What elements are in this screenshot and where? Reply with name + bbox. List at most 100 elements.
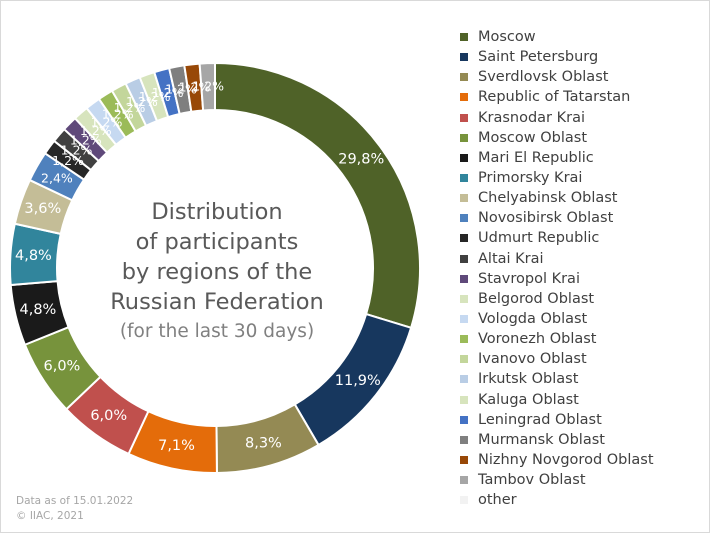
legend-label: Tambov Oblast: [478, 472, 586, 489]
legend-item-chelyabinsk-oblast: Chelyabinsk Oblast: [460, 188, 654, 208]
data-label-udmurt-republic: 1,2%: [52, 153, 84, 168]
slice-tambov-oblast: [198, 61, 216, 112]
legend-item-belgorod-oblast: Belgorod Oblast: [460, 289, 654, 309]
legend-item-altai-krai: Altai Krai: [460, 249, 654, 269]
legend-item-udmurt-republic: Udmurt Republic: [460, 228, 654, 248]
legend-item-saint-petersburg: Saint Petersburg: [460, 47, 654, 67]
data-label-republic-of-tatarstan: 7,1%: [158, 438, 195, 454]
data-label-primorsky-krai: 4,8%: [15, 248, 52, 264]
legend-label: Saint Petersburg: [478, 49, 599, 66]
legend-item-novosibirsk-oblast: Novosibirsk Oblast: [460, 208, 654, 228]
data-label-leningrad-oblast: 1,2%: [152, 85, 184, 100]
legend-label: Mari El Republic: [478, 149, 594, 166]
legend-label: Irkutsk Oblast: [478, 371, 579, 388]
legend-swatch: [460, 395, 468, 404]
legend-item-moscow-oblast: Moscow Oblast: [460, 128, 654, 148]
legend-swatch: [460, 254, 468, 263]
title-line-2: of participants: [135, 229, 299, 255]
legend-item-voronezh-oblast: Voronezh Oblast: [460, 329, 654, 349]
legend-item-moscow: Moscow: [460, 27, 654, 47]
legend-item-primorsky-krai: Primorsky Krai: [460, 168, 654, 188]
legend-swatch: [460, 194, 468, 203]
legend-swatch: [460, 496, 468, 505]
legend-item-tambov-oblast: Tambov Oblast: [460, 470, 654, 490]
data-date-note: Data as of 15.01.2022: [16, 495, 134, 507]
data-label-nizhny-novgorod-oblast: 1,2%: [179, 80, 211, 95]
data-label-irkutsk-oblast: 1,2%: [126, 94, 158, 109]
legend-swatch: [460, 375, 468, 384]
legend-swatch: [460, 315, 468, 324]
data-label-kaluga-oblast: 1,2%: [139, 89, 171, 104]
legend-swatch: [460, 294, 468, 303]
legend-label: Voronezh Oblast: [478, 331, 597, 348]
data-label-stavropol-krai: 1,2%: [70, 132, 102, 147]
legend-swatch: [460, 214, 468, 223]
legend-item-stavropol-krai: Stavropol Krai: [460, 269, 654, 289]
legend-label: Chelyabinsk Oblast: [478, 190, 618, 207]
donut-chart: 29,8% 11,9% 8,3% 7,1% 6,0% 6,0% 4,8% 4,8% 3,6% 2,…: [9, 61, 421, 475]
legend-item-krasnodar-krai: Krasnodar Krai: [460, 108, 654, 128]
legend-swatch: [460, 133, 468, 142]
legend-label: Republic of Tatarstan: [478, 89, 631, 106]
data-label-saint-petersburg: 11,9%: [335, 373, 381, 389]
legend-swatch: [460, 456, 468, 465]
data-label-murmansk-oblast: 1,2%: [165, 82, 197, 97]
data-label-altai-krai: 1,2%: [61, 142, 93, 157]
legend-item-other: other: [460, 490, 654, 510]
legend-swatch: [460, 355, 468, 364]
footnote: Data as of 15.01.2022 © IIAC, 2021: [16, 494, 133, 524]
legend-label: Vologda Oblast: [478, 311, 588, 328]
legend-label: Stavropol Krai: [478, 270, 580, 287]
legend-label: Moscow Oblast: [478, 129, 588, 146]
legend-label: Ivanovo Oblast: [478, 351, 587, 368]
legend-label: Belgorod Oblast: [478, 290, 595, 307]
legend-swatch: [460, 174, 468, 183]
legend-swatch: [460, 93, 468, 102]
legend-swatch: [460, 33, 468, 42]
data-label-voronezh-oblast: 1,2%: [102, 107, 134, 122]
data-label-chelyabinsk-oblast: 3,6%: [24, 201, 61, 217]
legend-swatch: [460, 113, 468, 122]
legend-swatch: [460, 274, 468, 283]
legend-swatch: [460, 53, 468, 62]
legend-item-mari-el-republic: Mari El Republic: [460, 148, 654, 168]
legend-label: Nizhny Novgorod Oblast: [478, 452, 654, 469]
legend-label: Sverdlovsk Oblast: [478, 69, 609, 86]
copyright-note: © IIAC, 2021: [16, 510, 84, 522]
legend-label: Kaluga Oblast: [478, 391, 579, 408]
legend-item-leningrad-oblast: Leningrad Oblast: [460, 410, 654, 430]
legend-label: Krasnodar Krai: [478, 109, 586, 126]
legend-label: Altai Krai: [478, 250, 544, 267]
data-label-tambov-oblast: 1,2%: [192, 79, 224, 94]
legend-label: Primorsky Krai: [478, 170, 583, 187]
legend-item-kaluga-oblast: Kaluga Oblast: [460, 390, 654, 410]
legend-item-irkutsk-oblast: Irkutsk Oblast: [460, 369, 654, 389]
data-label-ivanovo-oblast: 1,2%: [114, 100, 146, 115]
legend-label: Novosibirsk Oblast: [478, 210, 614, 227]
data-label-vologda-oblast: 1,2%: [91, 114, 123, 129]
legend-swatch: [460, 234, 468, 243]
legend-swatch: [460, 335, 468, 344]
legend-label: Udmurt Republic: [478, 230, 600, 247]
legend-label: other: [478, 492, 517, 509]
legend-label: Leningrad Oblast: [478, 411, 602, 428]
title-line-3: by regions of the: [121, 259, 313, 285]
legend-item-ivanovo-oblast: Ivanovo Oblast: [460, 349, 654, 369]
legend-label: Moscow: [478, 29, 536, 46]
legend-label: Murmansk Oblast: [478, 431, 605, 448]
data-label-moscow-oblast: 6,0%: [44, 358, 81, 374]
data-label-belgorod-oblast: 1,2%: [80, 123, 112, 138]
legend-swatch: [460, 415, 468, 424]
chart-title: Distribution of participants by regions …: [97, 197, 337, 347]
legend-item-sverdlovsk-oblast: Sverdlovsk Oblast: [460, 67, 654, 87]
title-line-4: Russian Federation: [110, 289, 324, 315]
legend: Moscow Saint Petersburg Sverdlovsk Oblast R…: [460, 27, 654, 510]
legend-swatch: [460, 435, 468, 444]
data-label-sverdlovsk-oblast: 8,3%: [245, 435, 282, 451]
legend-item-republic-of-tatarstan: Republic of Tatarstan: [460, 87, 654, 107]
data-label-moscow: 29,8%: [338, 152, 384, 168]
data-label-novosibirsk-oblast: 2,4%: [41, 170, 73, 185]
legend-swatch: [460, 153, 468, 162]
chart-subtitle: (for the last 30 days): [119, 321, 315, 342]
